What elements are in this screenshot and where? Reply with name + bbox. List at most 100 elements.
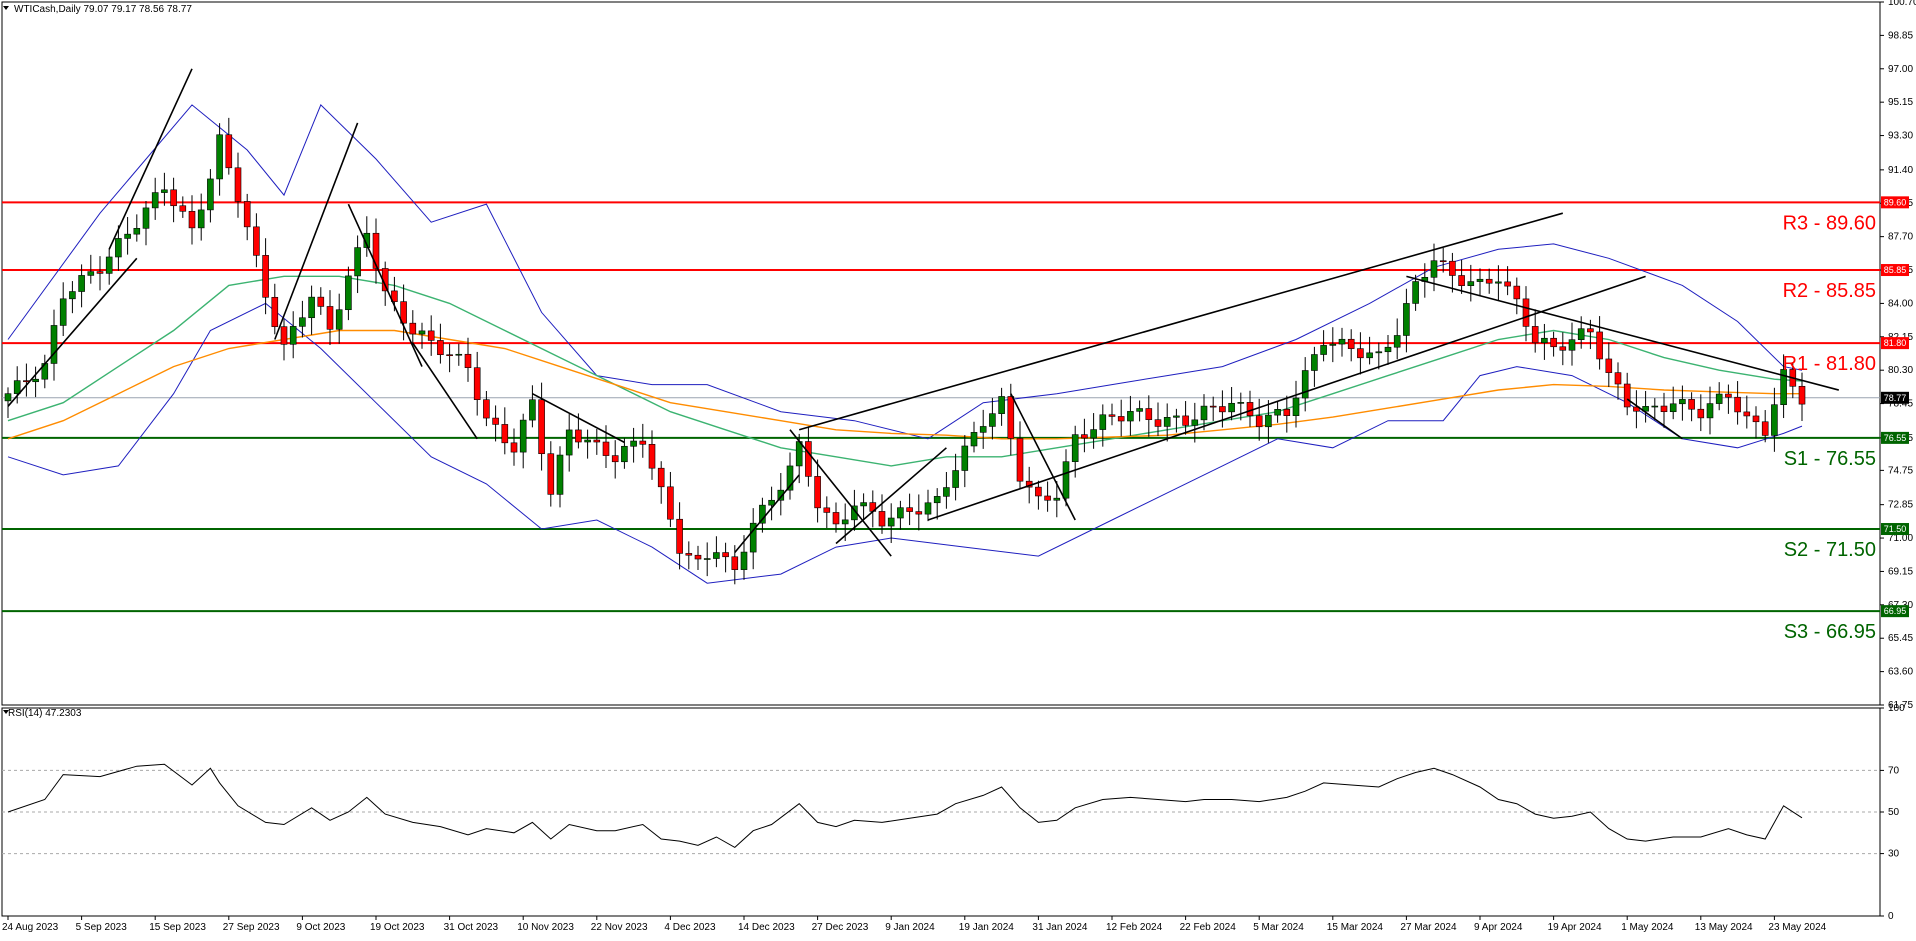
trendline: [347, 203, 423, 367]
candle-body: [115, 238, 122, 258]
candle: [115, 225, 122, 271]
candle: [630, 427, 637, 463]
candle: [1292, 380, 1300, 428]
candle-body: [4, 393, 12, 402]
candle: [1531, 309, 1539, 353]
candle-body: [703, 558, 711, 560]
candle-body: [179, 205, 187, 212]
candle: [667, 471, 674, 528]
chart-header: WTICash,Daily 79.07 79.17 78.56 78.77: [14, 4, 192, 15]
candle: [13, 366, 21, 404]
candle-body: [1255, 415, 1263, 428]
candle-body: [1780, 369, 1787, 406]
candle: [924, 489, 932, 522]
candle: [501, 407, 509, 455]
candle-body: [575, 429, 582, 443]
candle-body: [1541, 337, 1548, 344]
candle: [197, 193, 205, 241]
candle: [621, 438, 628, 469]
candle: [1752, 406, 1760, 439]
candle: [538, 382, 545, 471]
candle-body: [1449, 260, 1456, 276]
candle: [786, 452, 794, 500]
trendline: [7, 257, 138, 407]
candle-body: [1329, 343, 1337, 346]
candle-body: [795, 441, 803, 467]
candle: [823, 496, 831, 529]
candle-body: [1200, 405, 1208, 421]
rsi-header: RSI(14) 47.2303: [8, 708, 82, 719]
candle-body: [1458, 275, 1465, 286]
candle: [1366, 336, 1373, 365]
level-label-r3: R3 - 89.60: [1783, 212, 1876, 234]
candle: [611, 440, 619, 479]
candle: [694, 545, 702, 570]
candle-body: [280, 326, 288, 345]
candle-body: [124, 233, 131, 239]
candle-body: [1504, 281, 1511, 287]
candle: [1725, 384, 1732, 414]
current-price-badge-text: 78.77: [1884, 393, 1907, 403]
candle-body: [1688, 399, 1695, 410]
candle: [1007, 383, 1015, 456]
candle-body: [151, 192, 159, 209]
y-tick-label: 80.30: [1888, 365, 1913, 376]
candle-body: [657, 467, 665, 488]
candle-body: [529, 399, 536, 421]
rsi-dropdown-triangle-icon[interactable]: [3, 710, 9, 714]
candle-body: [1384, 346, 1392, 353]
level-badge-s2: [1881, 523, 1909, 536]
candle: [1734, 381, 1741, 425]
candle: [749, 508, 757, 570]
level-badge-text-s2: 71.50: [1884, 524, 1907, 534]
candle-body: [1219, 406, 1226, 413]
candle: [363, 216, 371, 257]
candle: [860, 493, 867, 521]
bollinger-upper-line: [7, 104, 1803, 440]
candle: [1081, 418, 1088, 453]
candle-body: [1485, 278, 1493, 284]
candle-body: [713, 552, 720, 559]
candle: [427, 315, 435, 356]
candle-body: [1311, 354, 1318, 371]
candle-body: [1522, 298, 1530, 327]
candle: [952, 453, 959, 501]
trendline: [412, 342, 478, 440]
candle: [979, 409, 987, 449]
candle-body: [1375, 351, 1383, 354]
candle: [133, 214, 141, 242]
candle: [1117, 399, 1125, 437]
dropdown-triangle-icon[interactable]: [3, 6, 9, 10]
candle-body: [1044, 495, 1051, 501]
x-tick-label: 15 Sep 2023: [149, 922, 206, 933]
candle-body: [1596, 331, 1603, 360]
candle-body: [32, 378, 39, 383]
trendline: [927, 275, 1646, 521]
candle-body: [197, 209, 205, 229]
candle-body: [1559, 346, 1567, 351]
candle-body: [354, 247, 361, 277]
candle-body: [59, 298, 67, 326]
candle-body: [547, 453, 555, 495]
x-tick-label: 13 May 2024: [1695, 922, 1753, 933]
candle: [1605, 342, 1613, 388]
x-tick-label: 5 Sep 2023: [76, 922, 128, 933]
candle-body: [262, 255, 269, 298]
candle-body: [722, 552, 729, 558]
y-tick-label: 98.85: [1888, 30, 1913, 41]
candle: [1311, 346, 1318, 387]
candle-body: [492, 417, 499, 425]
rsi-tick-label: 50: [1888, 807, 1900, 818]
candle: [556, 446, 564, 508]
candle: [657, 461, 665, 504]
x-tick-label: 5 Mar 2024: [1253, 922, 1304, 933]
x-tick-label: 31 Oct 2023: [444, 922, 499, 933]
candle: [1237, 392, 1245, 421]
candle: [1301, 357, 1309, 412]
candle: [519, 413, 527, 469]
y-tick-label: 71.00: [1888, 533, 1913, 544]
candle: [897, 500, 904, 530]
current-price-badge: [1881, 391, 1909, 404]
candle: [998, 387, 1005, 426]
